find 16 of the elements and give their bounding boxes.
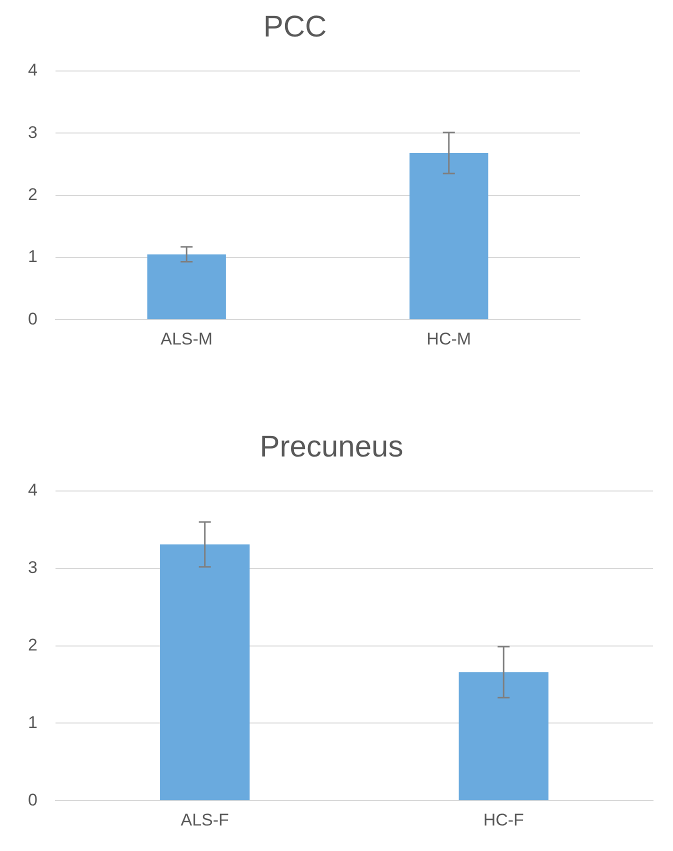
- x-tick-label: ALS-F: [180, 810, 229, 830]
- x-tick-label: HC-F: [483, 810, 524, 830]
- y-tick-label: 3: [28, 122, 38, 142]
- y-tick-label: 0: [28, 309, 38, 328]
- y-tick-label: 0: [28, 790, 38, 810]
- x-tick-label: ALS-M: [160, 329, 213, 348]
- y-tick-label: 2: [28, 184, 38, 204]
- chart-title: PCC: [263, 10, 327, 44]
- y-tick-label: 4: [28, 480, 38, 500]
- x-tick-label: HC-M: [426, 329, 472, 348]
- y-tick-label: 2: [28, 635, 38, 654]
- y-tick-label: 4: [28, 60, 38, 80]
- y-tick-label: 3: [28, 558, 38, 578]
- chart-title: Precuneus: [260, 430, 404, 464]
- y-tick-label: 1: [28, 712, 38, 732]
- y-tick-label: 1: [28, 247, 38, 266]
